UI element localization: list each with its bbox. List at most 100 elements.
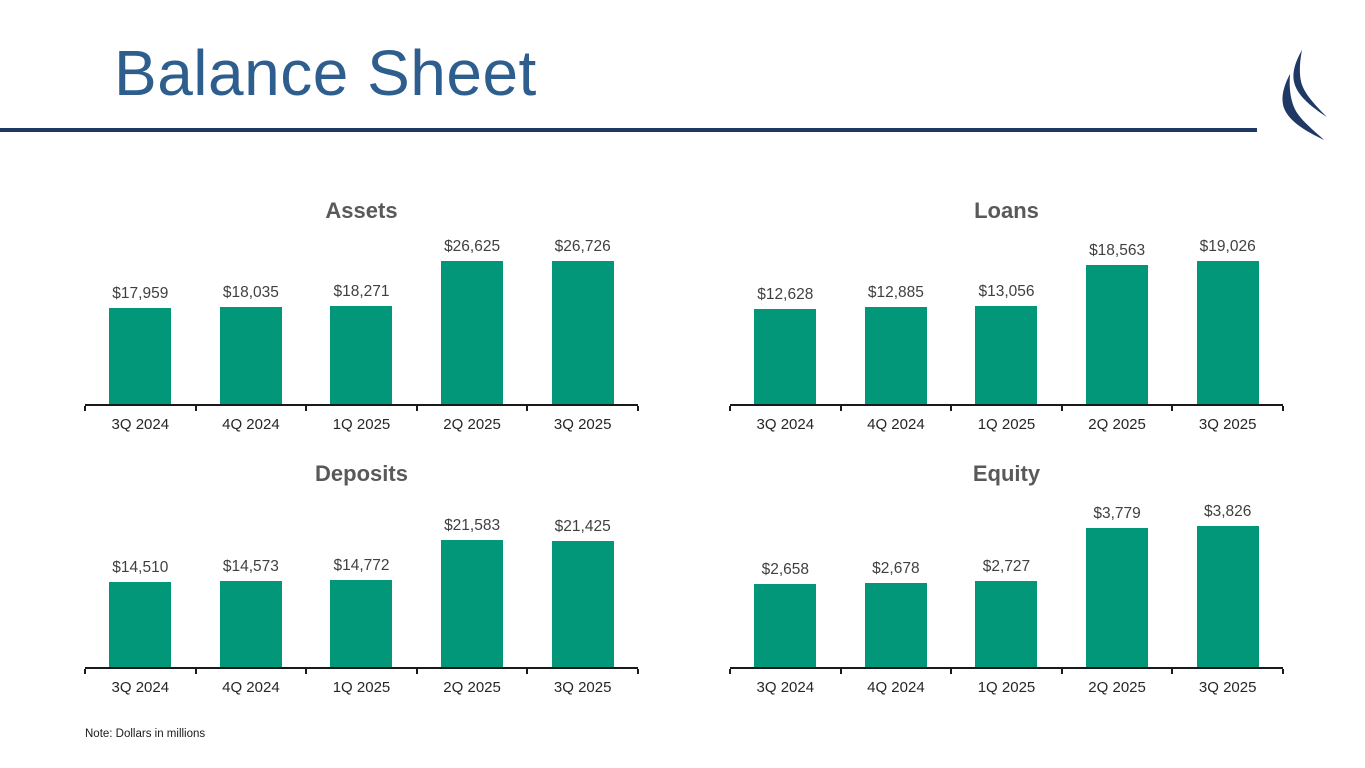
axis-tick bbox=[305, 669, 308, 674]
data-label: $14,510 bbox=[112, 559, 169, 576]
data-label: $2,727 bbox=[982, 558, 1031, 575]
category-label: 3Q 2024 bbox=[756, 679, 815, 696]
bar bbox=[864, 307, 927, 404]
data-label: $18,271 bbox=[333, 283, 390, 300]
data-label: $2,678 bbox=[872, 560, 920, 577]
axis-tick bbox=[1060, 406, 1063, 411]
category-labels: 3Q 2024 4Q 2024 1Q 2025 2Q 2025 3Q 2025 bbox=[730, 412, 1283, 433]
category-label: 3Q 2024 bbox=[111, 416, 170, 433]
axis-tick bbox=[1171, 669, 1174, 674]
bar bbox=[864, 583, 927, 667]
bar-column: $2,727 bbox=[951, 557, 1062, 667]
bar-column: $21,425 bbox=[527, 517, 638, 667]
category-label: 1Q 2025 bbox=[977, 679, 1036, 696]
axis-tick bbox=[1282, 406, 1284, 411]
bar bbox=[330, 580, 393, 667]
category-labels: 3Q 2024 4Q 2024 1Q 2025 2Q 2025 3Q 2025 bbox=[85, 412, 638, 433]
bar-column: $14,772 bbox=[306, 556, 417, 667]
category-label: 2Q 2025 bbox=[443, 416, 501, 433]
axis-tick bbox=[194, 406, 197, 411]
category-labels: 3Q 2024 4Q 2024 1Q 2025 2Q 2025 3Q 2025 bbox=[730, 675, 1283, 696]
bar bbox=[109, 582, 172, 667]
bar-column: $3,779 bbox=[1062, 504, 1173, 667]
category-label: 3Q 2025 bbox=[553, 679, 612, 696]
axis-tick bbox=[305, 406, 308, 411]
axis-tick bbox=[415, 669, 418, 674]
data-label: $14,772 bbox=[333, 557, 390, 574]
bar-column: $17,959 bbox=[85, 284, 196, 404]
data-label: $2,658 bbox=[761, 561, 809, 578]
bar-column: $13,056 bbox=[951, 282, 1062, 404]
x-axis bbox=[84, 404, 639, 412]
axis-tick bbox=[526, 669, 529, 674]
bar bbox=[441, 540, 504, 667]
swoosh-logo-icon bbox=[1267, 48, 1339, 140]
category-label: 1Q 2025 bbox=[332, 416, 391, 433]
category-label: 4Q 2024 bbox=[867, 679, 925, 696]
axis-tick bbox=[1282, 669, 1284, 674]
bar-column: $2,678 bbox=[841, 559, 952, 667]
axis-tick bbox=[84, 406, 86, 411]
bar bbox=[1196, 261, 1259, 404]
data-label: $17,959 bbox=[112, 285, 169, 302]
category-label: 4Q 2024 bbox=[867, 416, 925, 433]
category-label: 3Q 2025 bbox=[1198, 416, 1257, 433]
axis-tick bbox=[729, 669, 731, 674]
bar-column: $18,035 bbox=[196, 283, 307, 404]
category-label: 3Q 2025 bbox=[553, 416, 612, 433]
chart-equity: Equity $2,658 $2,678 $2,727 $3,779 $3,826 3Q… bbox=[729, 461, 1284, 696]
bar-column: $2,658 bbox=[730, 560, 841, 667]
data-label: $3,826 bbox=[1203, 503, 1252, 520]
axis-tick bbox=[637, 669, 639, 674]
chart-title: Loans bbox=[974, 198, 1039, 223]
data-label: $14,573 bbox=[222, 558, 279, 575]
axis-tick bbox=[1060, 669, 1063, 674]
axis-tick bbox=[415, 406, 418, 411]
chart-title: Equity bbox=[972, 461, 1041, 486]
bar bbox=[551, 261, 614, 404]
axis-tick bbox=[950, 669, 953, 674]
bar-column: $19,026 bbox=[1172, 237, 1283, 404]
data-label: $21,425 bbox=[554, 518, 611, 535]
data-label: $12,628 bbox=[757, 286, 814, 303]
bar bbox=[975, 306, 1038, 404]
plot-area: $2,658 $2,678 $2,727 $3,779 $3,826 bbox=[730, 495, 1283, 667]
bar bbox=[219, 581, 282, 667]
bar-column: $18,563 bbox=[1062, 241, 1173, 404]
bar bbox=[975, 581, 1038, 667]
data-label: $26,625 bbox=[444, 238, 501, 255]
bar bbox=[754, 584, 817, 667]
bar bbox=[219, 307, 282, 404]
axis-tick bbox=[839, 406, 842, 411]
page-title: Balance Sheet bbox=[114, 37, 537, 109]
charts-grid: Assets $17,959 $18,035 $18,271 $26,625 $26,7… bbox=[84, 198, 1284, 696]
category-label: 2Q 2025 bbox=[443, 679, 501, 696]
chart-loans: Loans $12,628 $12,885 $13,056 $18,563 $19,02… bbox=[729, 198, 1284, 433]
data-label: $3,779 bbox=[1093, 505, 1141, 522]
chart-deposits: Deposits $14,510 $14,573 $14,772 $21,583 $21… bbox=[84, 461, 639, 696]
footnote: Note: Dollars in millions bbox=[85, 728, 206, 740]
axis-tick bbox=[950, 406, 953, 411]
bar-column: $14,573 bbox=[196, 557, 307, 667]
bar bbox=[109, 308, 172, 404]
category-label: 3Q 2024 bbox=[111, 679, 170, 696]
axis-tick bbox=[637, 406, 639, 411]
plot-area: $14,510 $14,573 $14,772 $21,583 $21,425 bbox=[85, 495, 638, 667]
category-label: 2Q 2025 bbox=[1088, 416, 1146, 433]
data-label: $13,056 bbox=[978, 283, 1035, 300]
data-label: $12,885 bbox=[867, 284, 924, 301]
bar bbox=[441, 261, 504, 404]
bar-column: $14,510 bbox=[85, 558, 196, 667]
axis-tick bbox=[1171, 406, 1174, 411]
axis-tick bbox=[526, 406, 529, 411]
bar bbox=[1086, 528, 1149, 667]
data-label: $18,035 bbox=[222, 284, 279, 301]
bar-column: $26,726 bbox=[527, 237, 638, 404]
category-label: 1Q 2025 bbox=[332, 679, 391, 696]
x-axis bbox=[84, 667, 639, 675]
chart-title: Deposits bbox=[315, 461, 408, 486]
bar-column: $26,625 bbox=[417, 237, 528, 404]
category-label: 2Q 2025 bbox=[1088, 679, 1146, 696]
data-label: $18,563 bbox=[1089, 242, 1146, 259]
bar bbox=[551, 541, 614, 667]
